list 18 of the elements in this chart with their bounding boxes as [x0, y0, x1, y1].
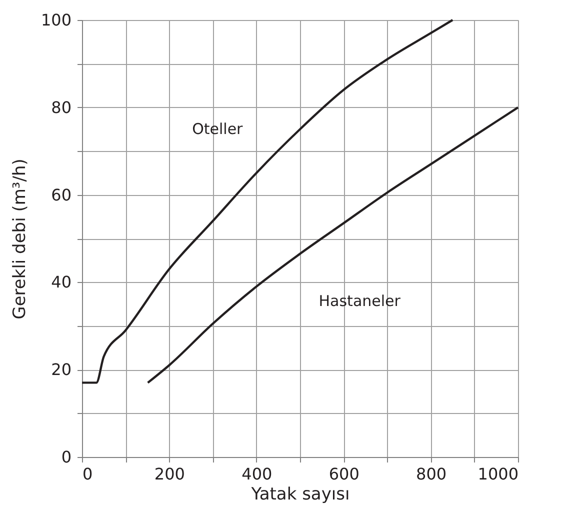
- y-tick-label: 0: [61, 448, 72, 466]
- y-tick-label: 40: [51, 272, 72, 292]
- x-tick-label: 0: [82, 464, 93, 484]
- x-tick-label: 1000: [478, 464, 518, 484]
- text: Hastaneler: [318, 292, 402, 310]
- x-axis-title: Yatak sayısı: [250, 484, 350, 504]
- x-tick-label: 800: [416, 464, 447, 484]
- y-axis-title: Gerekli debi (m³/h): [10, 158, 30, 320]
- x-tick-label: 200: [154, 464, 185, 484]
- x-tick-label: 600: [328, 464, 360, 484]
- y-tick-label: 60: [51, 185, 72, 204]
- y-tick-label: 20: [51, 360, 72, 380]
- x-tick-label: 400: [242, 464, 272, 484]
- y-tick-label: 100: [40, 10, 72, 30]
- line-series: [80, 18, 454, 384]
- text: Oteller: [192, 120, 244, 138]
- y-tick-label: 80: [51, 98, 72, 117]
- line-series: [146, 106, 520, 384]
